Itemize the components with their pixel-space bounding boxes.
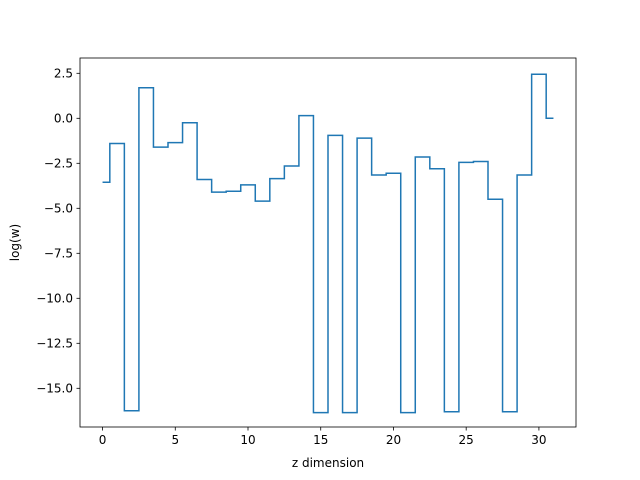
x-tick-label: 10 (240, 433, 255, 447)
y-axis-label: log(w) (8, 224, 22, 261)
y-tick-label: −15.0 (36, 382, 73, 396)
x-tick-label: 0 (99, 433, 107, 447)
axes-frame (79, 57, 577, 428)
y-tick-label: −10.0 (36, 292, 73, 306)
y-tick-label: −2.5 (44, 157, 73, 171)
y-tick-label: −5.0 (44, 202, 73, 216)
y-tick-label: 2.5 (54, 67, 73, 81)
x-tick-label: 5 (171, 433, 179, 447)
series-layer (102, 73, 554, 414)
ticks-layer: 0 5 10 15 20 25 30 2.5 0.0 −2.5 −5.0 −7.5 −10.0 −12.5… (36, 67, 546, 447)
y-tick-label: −7.5 (44, 247, 73, 261)
x-tick-label: 20 (386, 433, 401, 447)
x-tick-label: 30 (531, 433, 546, 447)
x-axis-label: z dimension (292, 456, 364, 470)
x-tick-label: 25 (459, 433, 474, 447)
y-tick-label: 0.0 (54, 112, 73, 126)
y-tick-label: −12.5 (36, 337, 73, 351)
series-line (102, 73, 554, 414)
x-tick-label: 15 (313, 433, 328, 447)
